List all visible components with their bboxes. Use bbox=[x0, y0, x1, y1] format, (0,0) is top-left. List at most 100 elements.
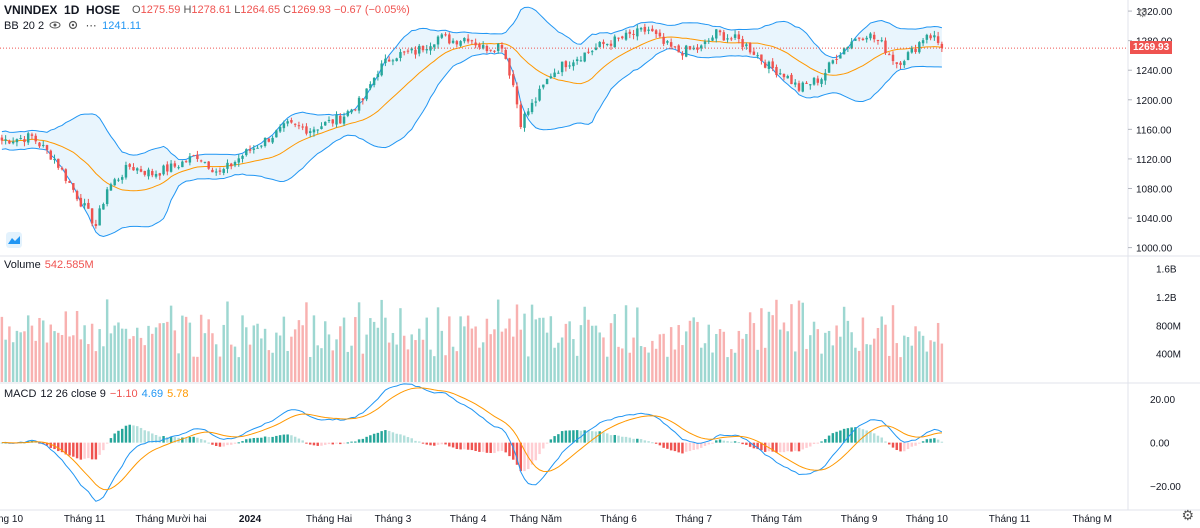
volume-bar bbox=[312, 315, 316, 382]
volume-bar bbox=[184, 316, 188, 382]
candle-body bbox=[38, 142, 41, 147]
macd-histogram-bar bbox=[760, 442, 763, 451]
candle-body bbox=[109, 184, 113, 191]
macd-histogram-bar bbox=[154, 435, 158, 443]
volume-bar bbox=[83, 325, 86, 382]
macd-histogram-bar bbox=[384, 430, 387, 443]
volume-bar bbox=[166, 321, 169, 382]
volume-bar bbox=[335, 339, 338, 382]
volume-bar bbox=[771, 315, 774, 382]
macd-histogram-bar bbox=[365, 436, 368, 443]
macd-histogram-bar bbox=[470, 442, 474, 451]
macd-histogram-bar bbox=[895, 442, 898, 451]
macd-histogram-bar bbox=[711, 442, 714, 444]
volume-bar bbox=[707, 324, 710, 382]
volume-bar bbox=[869, 344, 872, 382]
macd-histogram-bar bbox=[60, 442, 64, 453]
candle-body bbox=[786, 75, 789, 79]
candle-body bbox=[350, 109, 353, 113]
candle-body bbox=[590, 51, 594, 53]
volume-bar bbox=[861, 317, 865, 382]
macd-histogram-bar bbox=[831, 433, 835, 443]
macd-histogram-bar bbox=[207, 442, 210, 444]
volume-bar bbox=[549, 316, 553, 382]
candle-body bbox=[425, 49, 428, 51]
macd-histogram-bar bbox=[767, 442, 771, 452]
macd-tick-label: 20.00 bbox=[1150, 395, 1175, 406]
candle-body bbox=[233, 162, 237, 166]
candle-body bbox=[136, 168, 139, 171]
search-icon[interactable]: ⚙ bbox=[1137, 6, 1148, 20]
candle-body bbox=[444, 34, 447, 36]
candle-body bbox=[64, 169, 68, 181]
macd-histogram-bar bbox=[658, 442, 662, 446]
volume-bar bbox=[715, 333, 718, 382]
candle-body bbox=[899, 62, 902, 65]
macd-histogram-bar bbox=[188, 437, 192, 443]
macd-tick-label: −20.00 bbox=[1150, 482, 1181, 493]
macd-histogram-bar bbox=[820, 441, 823, 443]
macd-histogram-bar bbox=[369, 435, 372, 443]
volume-bar bbox=[75, 310, 79, 382]
volume-bar bbox=[748, 312, 752, 382]
macd-histogram-bar bbox=[628, 437, 632, 443]
symbol-title[interactable]: VNINDEX 1D HOSE bbox=[4, 3, 121, 17]
volume-bar bbox=[538, 317, 541, 382]
more-icon[interactable]: ⋯ bbox=[85, 20, 97, 32]
candle-body bbox=[470, 40, 474, 42]
candle-body bbox=[260, 145, 263, 147]
volume-bar bbox=[512, 336, 515, 382]
price-tick-label: 1000.00 bbox=[1136, 244, 1173, 255]
candle-body bbox=[632, 33, 635, 35]
volume-bar bbox=[598, 332, 601, 382]
candle-body bbox=[245, 149, 248, 156]
candle-body bbox=[132, 166, 135, 171]
bb-params: 20 2 bbox=[22, 20, 45, 32]
volume-bar bbox=[245, 327, 248, 382]
volume-bar bbox=[572, 339, 575, 382]
macd-tick-label: 0.00 bbox=[1150, 439, 1170, 450]
candle-body bbox=[297, 125, 301, 127]
volume-bar bbox=[365, 334, 368, 382]
candle-body bbox=[733, 34, 737, 38]
volume-bar bbox=[305, 302, 308, 382]
eye-icon[interactable] bbox=[48, 19, 62, 33]
volume-bar bbox=[350, 345, 353, 382]
macd-histogram-bar bbox=[241, 441, 244, 443]
time-tick-label: Tháng Năm bbox=[510, 514, 562, 525]
candle-body bbox=[214, 171, 218, 173]
volume-bar bbox=[700, 347, 703, 382]
macd-signal-line bbox=[1, 387, 942, 491]
candle-body bbox=[602, 41, 605, 45]
gear-icon[interactable]: ⚙ bbox=[1181, 507, 1194, 523]
volume-bar bbox=[293, 329, 297, 382]
volume-bar bbox=[421, 339, 425, 382]
candle-body bbox=[809, 84, 812, 86]
candle-body bbox=[380, 63, 383, 76]
volume-bar bbox=[327, 334, 331, 382]
candle-body bbox=[639, 28, 643, 30]
volume-bar bbox=[402, 335, 406, 382]
candle-body bbox=[895, 62, 898, 64]
volume-bar bbox=[888, 355, 891, 382]
volume-bar bbox=[906, 337, 910, 382]
tradingview-logo-icon[interactable] bbox=[6, 232, 22, 248]
volume-bar bbox=[485, 318, 489, 382]
volume-bar bbox=[763, 347, 767, 382]
macd-histogram-bar bbox=[233, 442, 237, 444]
gear-icon[interactable] bbox=[66, 19, 80, 33]
candle-body bbox=[775, 66, 778, 76]
macd-histogram-bar bbox=[805, 442, 808, 448]
candle-body bbox=[466, 38, 470, 42]
macd-histogram-bar bbox=[211, 442, 214, 445]
macd-histogram-bar bbox=[662, 442, 665, 448]
macd-histogram-bar bbox=[248, 438, 252, 443]
price-tick-label: 1200.00 bbox=[1136, 96, 1173, 107]
macd-histogram-bar bbox=[647, 441, 650, 443]
macd-histogram-bar bbox=[34, 441, 37, 443]
volume-bar bbox=[414, 340, 417, 382]
macd-histogram-bar bbox=[455, 442, 459, 449]
macd-histogram-bar bbox=[560, 431, 564, 443]
macd-histogram-bar bbox=[921, 441, 925, 443]
